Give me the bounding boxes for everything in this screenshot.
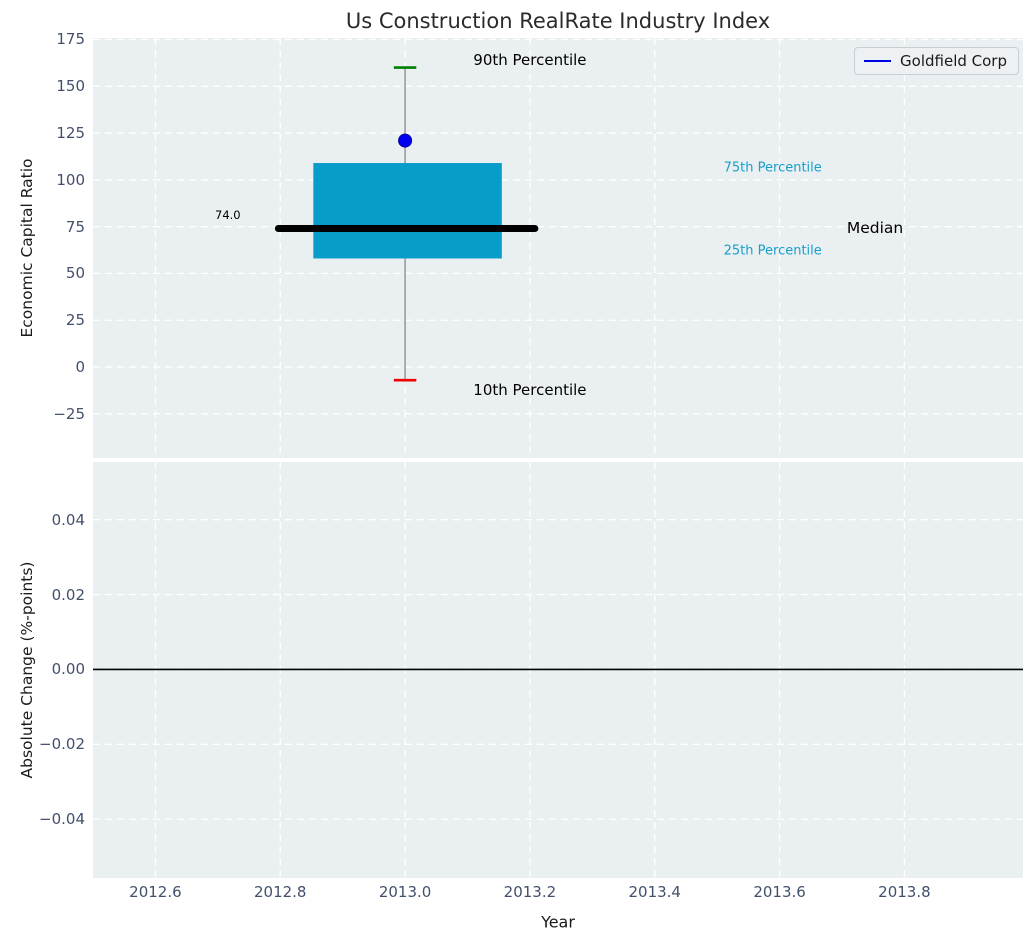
x-tick-label-2012-8: 2012.8 [253, 883, 307, 901]
annotation-10th-percentile: 10th Percentile [473, 381, 587, 400]
legend: Goldfield Corp [854, 47, 1019, 75]
annotation-90th-percentile: 90th Percentile [473, 51, 587, 70]
x-axis-label: Year [541, 912, 575, 932]
bottom-plot-area [93, 462, 1023, 878]
top-plot-area [93, 38, 1023, 458]
y-tick-label-50: 50 [65, 264, 85, 283]
y-tick-label-0: 0 [75, 358, 85, 377]
y-tick-label-0-04: −0.04 [39, 810, 85, 829]
x-tick-label-2013-8: 2013.8 [878, 883, 931, 901]
x-tick-label-2013-0: 2013.0 [378, 883, 432, 901]
annotation-25th-percentile: 25th Percentile [723, 243, 822, 259]
y-tick-label-0-04: 0.04 [51, 510, 85, 529]
legend-line-icon [864, 60, 892, 62]
annotation-75th-percentile: 75th Percentile [723, 160, 822, 176]
y-tick-label-0-02: −0.02 [39, 735, 85, 754]
x-tick-label-2013-2: 2013.2 [503, 883, 557, 901]
x-tick-label-2012-6: 2012.6 [129, 883, 182, 901]
y-tick-label-0-02: 0.02 [51, 585, 85, 604]
x-tick-label-2013-4: 2013.4 [628, 883, 681, 901]
y-tick-label-150: 150 [56, 77, 85, 96]
y-tick-label-125: 125 [56, 124, 85, 143]
y-tick-label-75: 75 [65, 217, 85, 236]
legend-label: Goldfield Corp [900, 52, 1007, 70]
y-tick-label-25: 25 [65, 311, 85, 330]
y-tick-label-100: 100 [56, 170, 85, 189]
y-axis-label-bottom: Absolute Change (%-points) [18, 561, 36, 779]
y-tick-label-0-00: 0.00 [51, 660, 85, 679]
y-tick-label-175: 175 [56, 30, 85, 49]
y-tick-label-25: −25 [53, 404, 85, 423]
y-axis-label-top: Economic Capital Ratio [18, 158, 36, 338]
annotation-74-0: 74.0 [215, 207, 241, 222]
annotation-median: Median [846, 219, 904, 238]
chart-title: Us Construction RealRate Industry Index [345, 9, 771, 33]
x-tick-label-2013-6: 2013.6 [753, 883, 806, 901]
